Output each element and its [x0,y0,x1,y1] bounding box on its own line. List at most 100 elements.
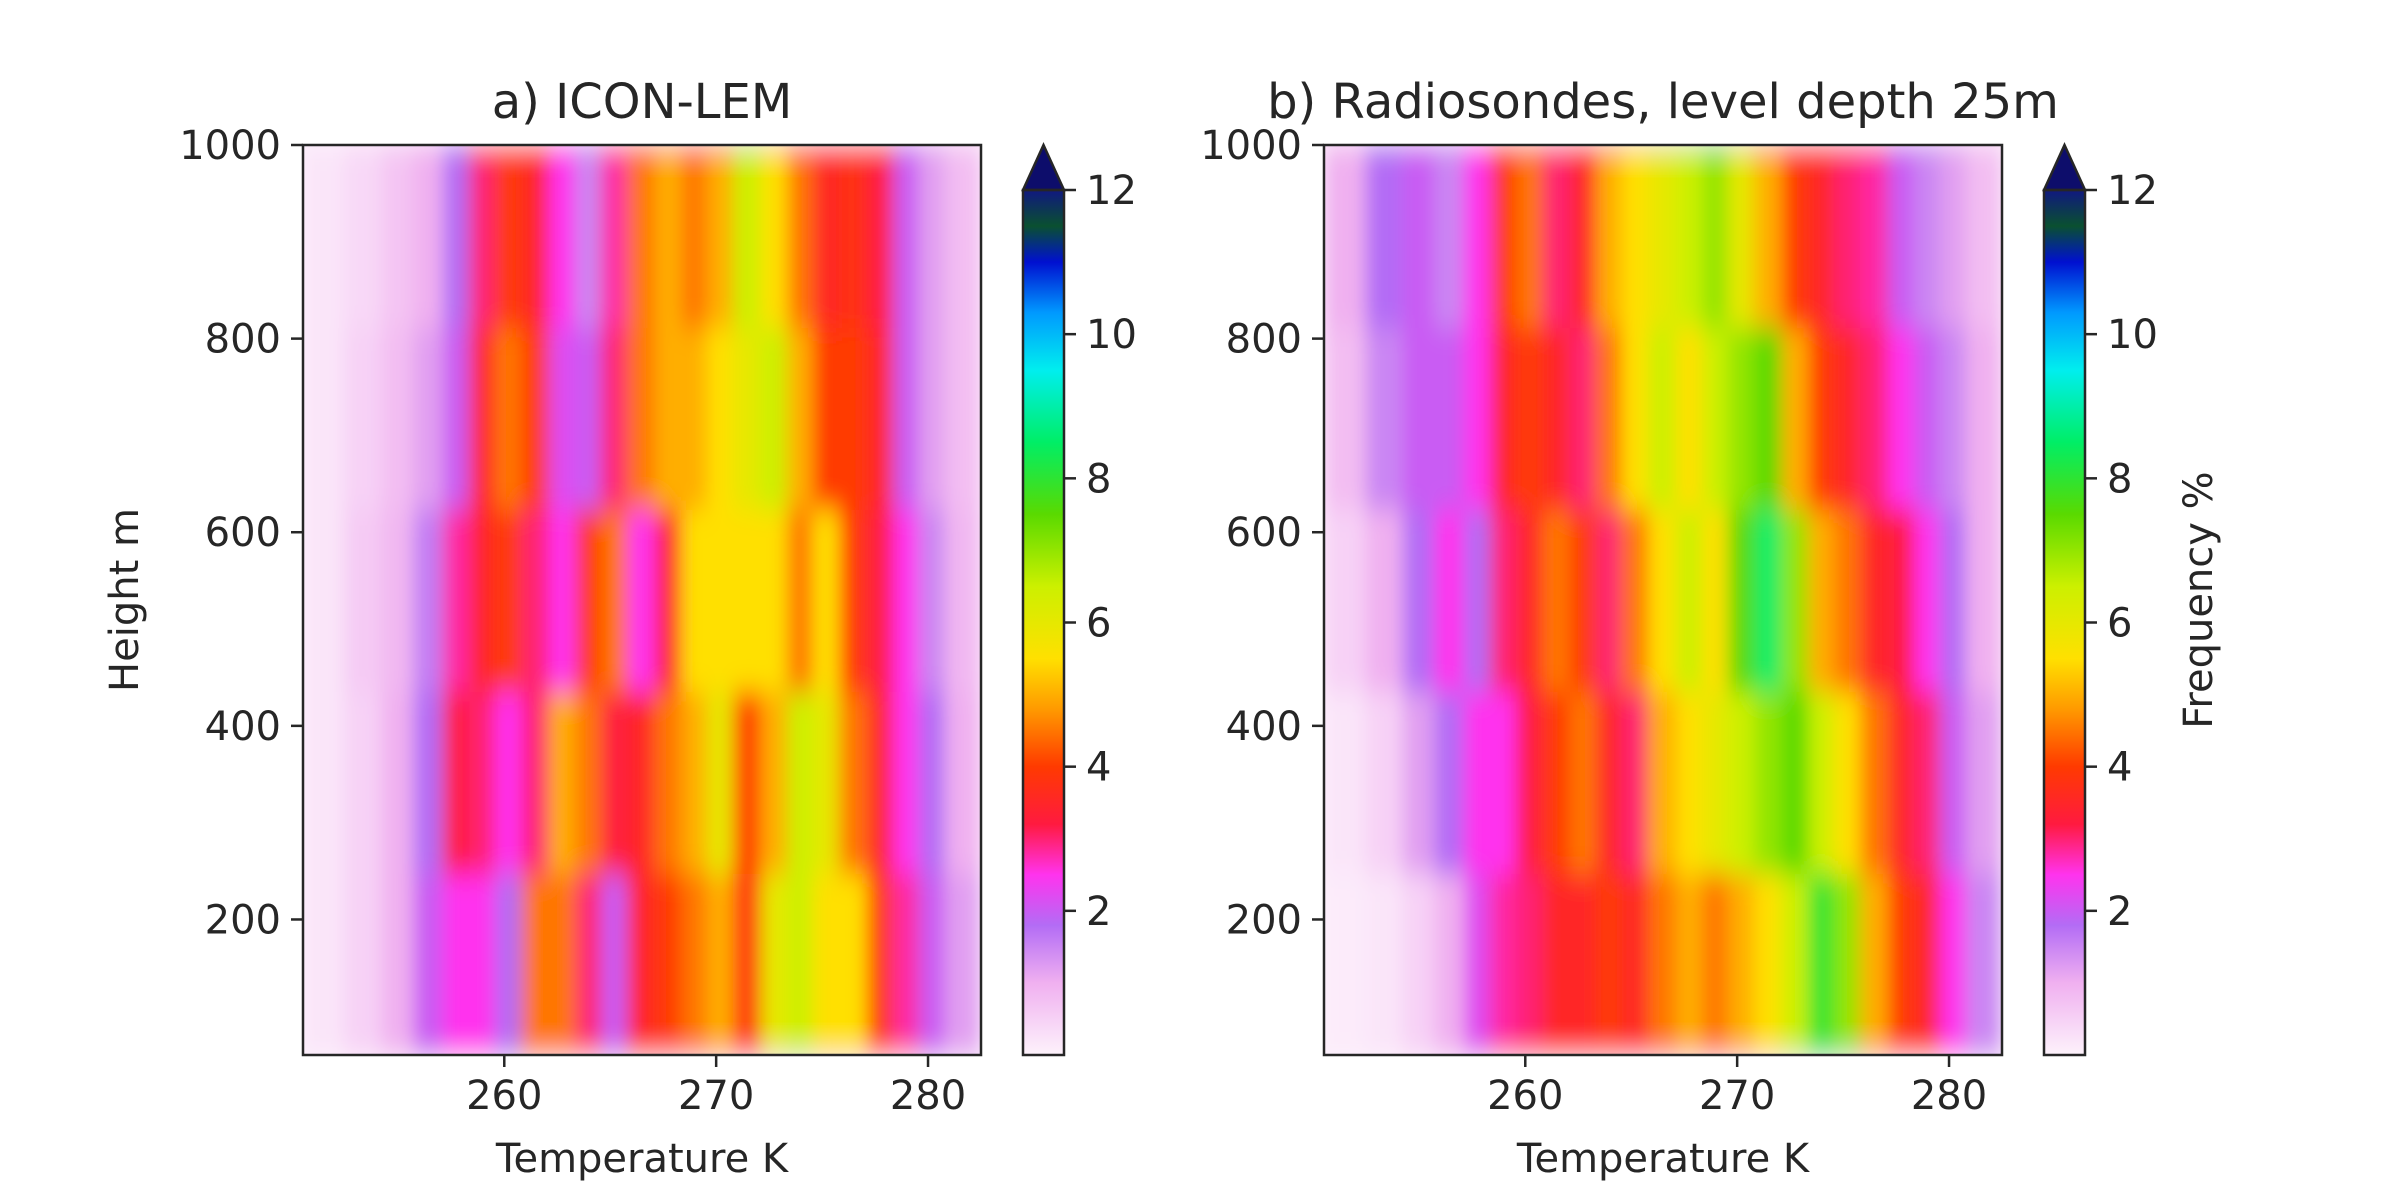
panel-b-heat-cell [1833,145,1863,328]
panel-a-y-tick-label: 1000 [179,123,281,169]
panel-a-heat-cell [787,508,815,692]
panel-a-heat-cell [760,326,790,510]
panel-b-heat-cell [1402,326,1437,510]
colorbar-tick-label: 2 [2107,889,2132,935]
panel-b-heat-cell [1569,145,1599,328]
panel-a-heat-cell [494,872,524,1055]
panel-a-heat-cell [893,690,921,874]
panel-b-heat-cell [1402,872,1437,1055]
panel-a-heat-cell [733,872,763,1055]
panel-a-heat-cell [945,872,981,1055]
panel-b-heat-cell [1808,508,1836,692]
panel-a-heat-cell [839,690,869,874]
panel-a-heat-cell [654,326,684,510]
panel-a-heat-cell [469,508,497,692]
panel-a-heat-cell [918,145,948,328]
panel-a-heat-cell [839,326,869,510]
panel-a-heat-cell [760,872,790,1055]
panel-b-heat-cell [1434,326,1466,510]
panel-b-heat-cell [1621,326,1651,510]
panel-b-heat-cell [1463,326,1493,510]
panel-b-heat-cell [1542,326,1572,510]
panel-a-heat-cell [575,508,603,692]
panel-a-heat-cell [681,872,709,1055]
colorbar-b: 2 4 6 8 10 12 Frequency % [2042,141,2222,1057]
panel-b-heat-cell [1434,872,1466,1055]
panel-b-heat-cell [1781,145,1811,328]
panel-b-heat-cell [1833,872,1863,1055]
panel-b-heat-cell [1324,145,1368,328]
colorbar-b-extend-triangle [2042,141,2087,192]
panel-b-heat-cell [1621,872,1651,1055]
panel-a-heat-cell [681,690,709,874]
panel-b-heat-cell [1808,872,1836,1055]
panel-b-heat-cell [1434,508,1466,692]
colorbar-tick-label: 8 [1086,456,1111,502]
panel-a-heat-cell [893,508,921,692]
panel-a-x-label: Temperature K [495,1136,790,1182]
panel-b: b) Radiosondes, level depth 25m 260 270 28… [1200,74,2059,1182]
colorbar-a: 2 4 6 8 10 12 [1021,141,1137,1057]
panel-b-heat-cell [1887,326,1917,510]
panel-a-heat-cell [548,326,578,510]
panel-a-heat-cell [918,872,948,1055]
panel-b-heat-cell [1542,872,1572,1055]
panel-a-heat-cell [469,690,497,874]
colorbar-a-ticks: 2 4 6 8 10 12 [1064,168,1137,935]
panel-a-heat-cell [654,872,684,1055]
panel-b-heat-cell [1914,872,1942,1055]
panel-a-heat-cell [706,508,736,692]
panel-b-heat-cell [1781,508,1811,692]
panel-b-heat-cell [1515,508,1545,692]
panel-a-heat-cell [812,690,842,874]
panel-b-heat-cell [1966,872,2002,1055]
panel-a-heat-cell [706,326,736,510]
panel-b-heat-cell [1833,508,1863,692]
panel-b-heat-cell [1887,145,1917,328]
panel-b-heat-cell [1542,508,1572,692]
panel-b-heat-cell [1490,872,1518,1055]
panel-b-heat-cell [1463,508,1493,692]
panel-a-heat-cell [575,326,603,510]
panel-a-heat-cell [381,872,416,1055]
panel-a-heat-cell [706,145,736,328]
panel-b-heat-cell [1324,508,1368,692]
panel-a-heat-cell [413,508,445,692]
panel-b-heat-cell [1966,690,2002,874]
panel-b-heat-cell [1914,326,1942,510]
panel-b-heat-cell [1365,145,1405,328]
panel-a-heat-cell [733,326,763,510]
panel-b-heat-cell [1727,690,1757,874]
panel-a-heat-cell [303,326,347,510]
panel-b-heat-cell [1596,690,1624,874]
panel-a-heat-cell [733,690,763,874]
panel-a-heat-cell [627,872,657,1055]
panel-a-y-tick-label: 800 [205,317,281,363]
panel-b-heat-cell [1515,690,1545,874]
panel-b-y-ticks: 200 400 600 800 1000 [1200,123,1324,943]
panel-b-y-tick-label: 400 [1226,704,1302,750]
panel-b-heat-cell [1324,326,1368,510]
panel-a-heat-cell [469,145,497,328]
panel-b-heat-cell [1727,326,1757,510]
panel-a-heat-cell [760,508,790,692]
panel-a-heat-cell [344,690,384,874]
panel-a-heat-cell [706,872,736,1055]
colorbar-a-gradient [1023,190,1064,1055]
panel-a-frame [301,143,983,1057]
panel-b-heat-cell [1324,690,1368,874]
panel-b-heat-cell [1754,145,1784,328]
panel-b-heat-cell [1914,508,1942,692]
panel-a-heat-cell [654,690,684,874]
panel-b-heat-cell [1702,326,1730,510]
panel-a-heat-cell [442,508,472,692]
panel-b-heat-cell [1542,145,1572,328]
panel-b-heat-cell [1860,872,1890,1055]
panel-b-heat-cell [1324,872,1368,1055]
panel-b-heat-cell [1966,145,2002,328]
panel-a-heat-cell [627,508,657,692]
panel-b-heat-cell [1754,508,1784,692]
panel-b-heat-cell [1596,508,1624,692]
panel-a-heat-cell [945,145,981,328]
panel-a-heat-cell [521,326,551,510]
